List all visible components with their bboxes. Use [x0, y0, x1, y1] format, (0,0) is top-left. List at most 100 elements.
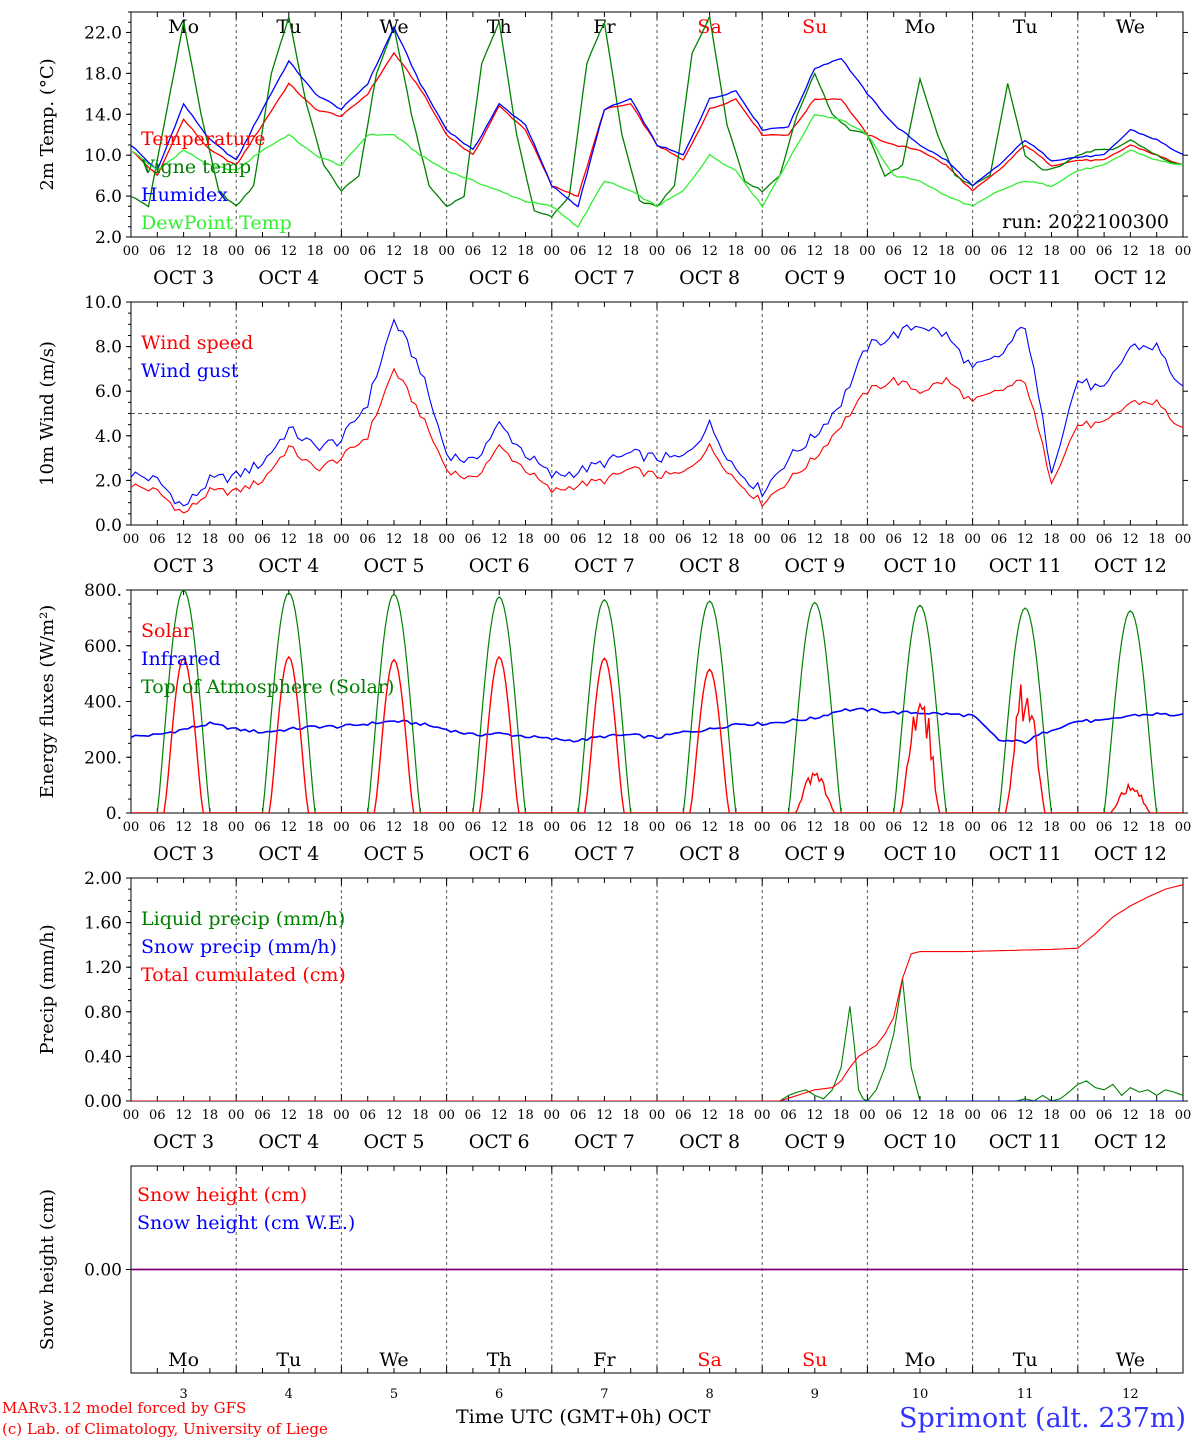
- hour-tick-label: 06: [1096, 820, 1113, 835]
- y-tick-label: 0.40: [84, 1047, 122, 1067]
- hour-tick-label: 12: [596, 532, 613, 547]
- hour-tick-label: 06: [570, 244, 587, 259]
- series-group: [131, 318, 1183, 514]
- hour-tick-label: 06: [885, 1108, 902, 1123]
- hour-tick-label: 00: [123, 532, 140, 547]
- hour-tick-label: 12: [1017, 532, 1034, 547]
- hour-tick-label: 00: [228, 532, 245, 547]
- date-label: OCT 6: [469, 555, 530, 577]
- weekday-label: Fr: [593, 1349, 616, 1371]
- hour-tick-label: 12: [912, 532, 929, 547]
- hour-tick-label: 18: [517, 1108, 534, 1123]
- date-label: OCT 12: [1094, 267, 1167, 289]
- panel-2: 0.0 2.0 4.0 6.0 8.0 10.0 10m Wind (m/s) 00 06 12 1…: [37, 293, 1191, 577]
- y-tick-label: 18.0: [84, 64, 122, 84]
- legend-entry: Humidex: [141, 184, 228, 206]
- hour-tick-label: 12: [281, 532, 298, 547]
- series-group: [131, 590, 1183, 813]
- date-label: OCT 7: [574, 555, 635, 577]
- hour-tick-label: 06: [780, 1108, 797, 1123]
- hour-tick-label: 18: [938, 1108, 955, 1123]
- hour-tick-label: 06: [254, 244, 271, 259]
- y-tick-label: 600.: [84, 637, 122, 657]
- series-2: [131, 25, 1183, 208]
- hour-tick-label: 12: [1122, 244, 1139, 259]
- hour-tick-label: 12: [386, 1108, 403, 1123]
- weekday-label: We: [1116, 16, 1145, 38]
- hour-tick-label: 00: [544, 244, 561, 259]
- hour-tick-label: 12: [175, 820, 192, 835]
- hour-tick-label: 06: [885, 532, 902, 547]
- hour-tick-label: 18: [412, 1108, 429, 1123]
- hour-tick-label: 18: [728, 532, 745, 547]
- hour-tick-label: 12: [807, 532, 824, 547]
- hour-tick-label: 06: [780, 244, 797, 259]
- hour-tick-label: 06: [570, 1108, 587, 1123]
- hour-tick-label: 06: [991, 244, 1008, 259]
- panel-4: 0.00 0.40 0.80 1.20 1.60 2.00 Precip (mm/h) 00 0…: [37, 869, 1191, 1153]
- hour-tick-label: 18: [728, 820, 745, 835]
- panel-1: 2.0 6.0 10.0 14.0 18.0 22.0 2m Temp. (°C) 00 06 1…: [37, 11, 1191, 289]
- day-number-label: 4: [285, 1387, 293, 1402]
- hour-tick-label: 18: [202, 532, 219, 547]
- weekday-label: Tu: [276, 1349, 301, 1371]
- hour-tick-label: 06: [780, 820, 797, 835]
- date-label: OCT 4: [258, 555, 319, 577]
- hour-tick-label: 12: [1017, 820, 1034, 835]
- hour-tick-label: 18: [1043, 1108, 1060, 1123]
- day-number-label: 12: [1122, 1387, 1139, 1402]
- legend-entry: Top of Atmosphere (Solar): [141, 676, 394, 698]
- hour-tick-label: 00: [228, 820, 245, 835]
- hour-tick-label: 00: [964, 244, 981, 259]
- hour-tick-label: 00: [123, 1108, 140, 1123]
- hour-tick-label: 18: [622, 532, 639, 547]
- date-label: OCT 10: [883, 267, 956, 289]
- y-axis-label: 10m Wind (m/s): [37, 341, 58, 486]
- hour-tick-label: 00: [333, 1108, 350, 1123]
- hour-tick-label: 12: [386, 532, 403, 547]
- y-tick-label: 22.0: [84, 23, 122, 43]
- date-label: OCT 7: [574, 267, 635, 289]
- hour-tick-label: 00: [1070, 1108, 1087, 1123]
- hour-tick-label: 06: [675, 1108, 692, 1123]
- panels: 2.0 6.0 10.0 14.0 18.0 22.0 2m Temp. (°C) 00 06 1…: [37, 11, 1191, 1402]
- date-label: OCT 11: [989, 267, 1062, 289]
- hour-tick-label: 00: [228, 244, 245, 259]
- date-label: OCT 3: [153, 1131, 214, 1153]
- series-solar: [131, 655, 1183, 813]
- hour-tick-label: 06: [991, 820, 1008, 835]
- legend-entry: Total cumulated (cm): [141, 964, 346, 986]
- hour-tick-label: 12: [701, 244, 718, 259]
- hour-tick-label: 12: [596, 1108, 613, 1123]
- day-number-label: 6: [495, 1387, 503, 1402]
- day-number-label: 8: [705, 1387, 713, 1402]
- hour-tick-label: 06: [675, 820, 692, 835]
- hour-tick-label: 12: [1017, 244, 1034, 259]
- y-tick-label: 10.0: [84, 146, 122, 166]
- hour-tick-label: 12: [175, 1108, 192, 1123]
- hour-tick-label: 06: [254, 532, 271, 547]
- date-label: OCT 12: [1094, 555, 1167, 577]
- station-label: Sprimont (alt. 237m): [899, 1403, 1186, 1434]
- day-number-label: 7: [600, 1387, 608, 1402]
- date-label: OCT 6: [469, 267, 530, 289]
- y-tick-label: 800.: [84, 581, 122, 601]
- legend-entry: Wind gust: [141, 360, 239, 382]
- date-label: OCT 4: [258, 1131, 319, 1153]
- weekday-label: Th: [487, 1349, 512, 1371]
- hour-tick-label: 06: [570, 532, 587, 547]
- weekday-label: Tu: [1013, 16, 1038, 38]
- hour-tick-label: 12: [1017, 1108, 1034, 1123]
- y-tick-label: 0.00: [84, 1261, 122, 1281]
- y-tick-label: 0.: [106, 804, 122, 824]
- hour-tick-label: 18: [622, 244, 639, 259]
- hour-tick-label: 18: [728, 244, 745, 259]
- hour-tick-label: 06: [359, 532, 376, 547]
- y-tick-label: 2.0: [95, 228, 122, 248]
- hour-tick-label: 00: [649, 820, 666, 835]
- y-tick-label: 1.20: [84, 958, 122, 978]
- y-tick-label: 1.60: [84, 914, 122, 934]
- hour-tick-label: 12: [175, 532, 192, 547]
- hour-tick-label: 18: [307, 532, 324, 547]
